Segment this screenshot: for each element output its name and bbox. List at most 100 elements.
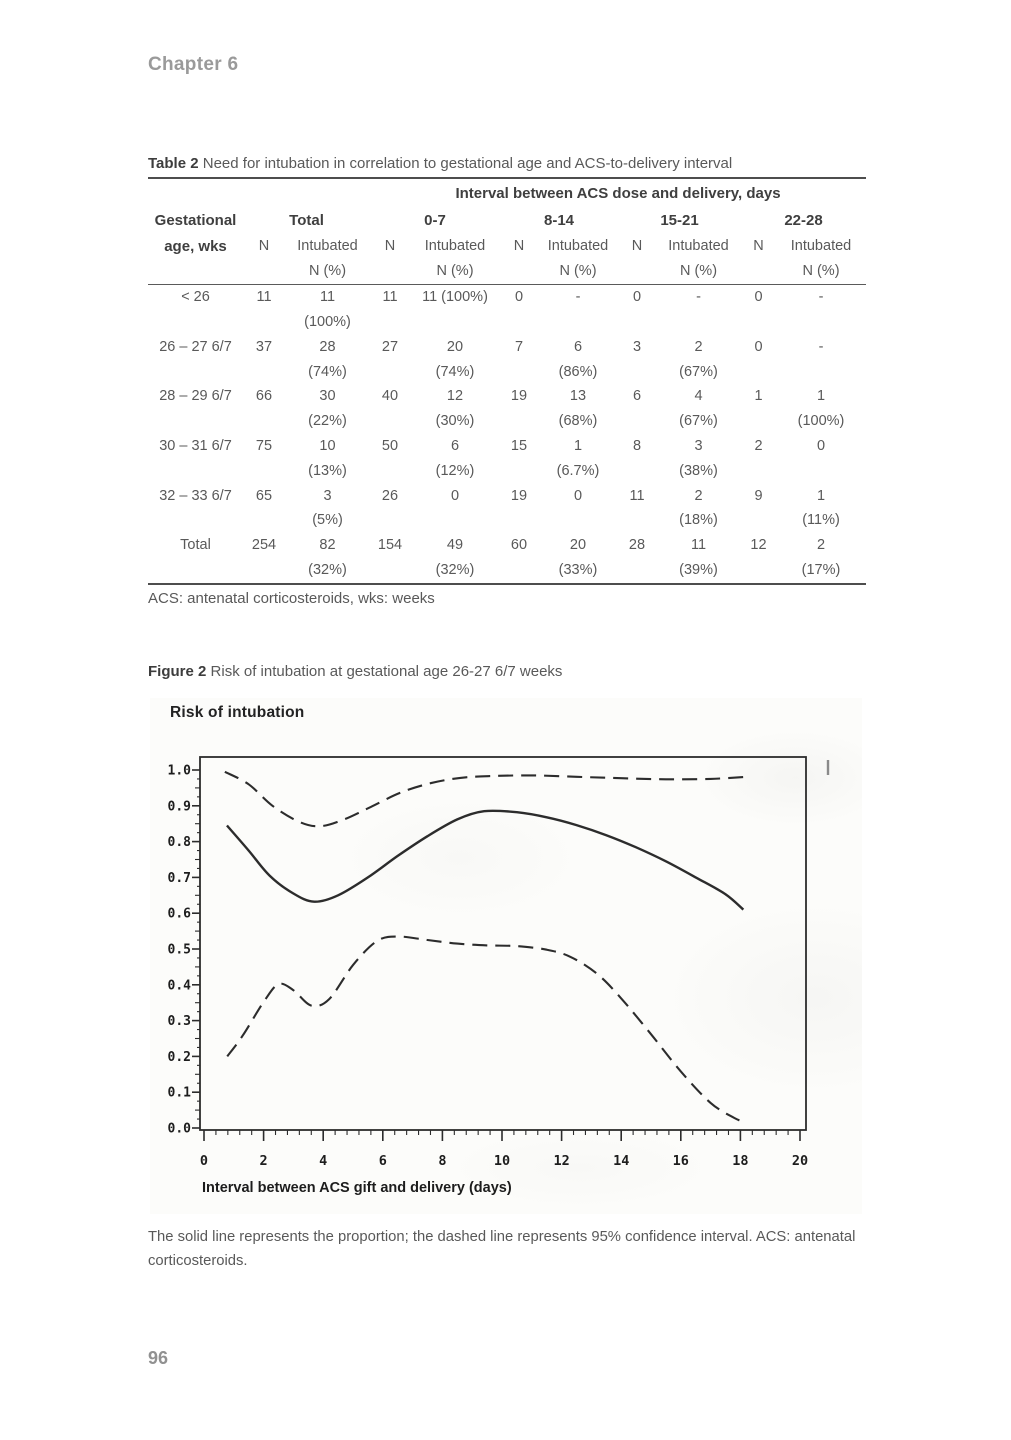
cell-intubated: 11 [319, 289, 336, 306]
cell-pct: (32%) [308, 561, 347, 578]
cell-intubated: 0 [450, 487, 460, 504]
cell-pct: (67%) [679, 363, 718, 380]
cell-intubated: 3 [694, 437, 703, 454]
cell-n: 15 [510, 437, 528, 454]
table-row: 32 – 33 6/7 65 3 26 0 19 0 11 2 9 1 [148, 483, 866, 508]
col-npct-22-28: N (%) [802, 262, 840, 279]
page-number: 96 [148, 1348, 169, 1368]
figure-caption-text: Risk of intubation at gestational age 26… [210, 663, 563, 680]
y-tick-label: 0.7 [168, 871, 191, 886]
cell-intubated: 3 [323, 487, 332, 504]
cell-n: 11 [256, 289, 272, 306]
cell-n: 75 [255, 437, 273, 454]
cell-pct [656, 310, 741, 335]
cell-intubated: 0 [816, 437, 826, 454]
cell-intubated: 1 [816, 388, 826, 405]
cell-spacer [618, 359, 656, 384]
cell-pct: (38%) [679, 462, 718, 479]
col-npct-total: N (%) [308, 262, 347, 279]
y-tick-label: 0.9 [168, 799, 191, 814]
cell-n: 11 [629, 487, 645, 504]
cell-spacer [741, 409, 776, 434]
cell-spacer [500, 459, 538, 484]
cell-n: 65 [255, 487, 273, 504]
y-tick-label: 0.6 [168, 907, 192, 922]
y-tick-label: 0.3 [168, 1014, 191, 1029]
gestational-header-line1: Gestational [154, 212, 237, 229]
gestational-header-line2: age, wks [164, 237, 227, 255]
table-header: Interval between ACS dose and delivery, … [148, 178, 866, 285]
cell-pct [776, 310, 866, 335]
cell-pct [538, 310, 618, 335]
cell-intubated: 10 [319, 437, 336, 454]
x-tick-label: 0 [200, 1153, 208, 1169]
x-axis-title: Interval between ACS gift and delivery (… [202, 1180, 512, 1196]
chart-title: Risk of intubation [170, 704, 305, 721]
cell-pct: (18%) [679, 512, 718, 529]
cell-intubated: 1 [816, 487, 826, 504]
figure-note: The solid line represents the proportion… [148, 1229, 856, 1269]
cell-n: 1 [754, 388, 763, 405]
y-tick-label: 0.1 [168, 1086, 192, 1101]
cell-n: 27 [381, 338, 399, 355]
cell-pct: (74%) [308, 363, 347, 380]
cell-n: 28 [628, 537, 646, 554]
group-header-row: Gestational Total 0-7 8-14 15-21 22-28 [148, 207, 866, 234]
row-label-spacer [148, 508, 243, 533]
cell-spacer [500, 558, 538, 584]
cell-n: 0 [514, 289, 524, 306]
cell-spacer [500, 508, 538, 533]
cell-intubated: 49 [446, 537, 464, 554]
cell-pct: (12%) [435, 462, 475, 479]
row-label: < 26 [181, 289, 210, 306]
col-n-22-28: N [753, 237, 764, 254]
col-group-total: Total [289, 212, 324, 229]
cell-pct: (74%) [435, 363, 475, 380]
cell-intubated: 1 [573, 437, 583, 454]
spacer-cell [148, 178, 370, 207]
cell-pct: (67%) [679, 413, 718, 430]
col-npct-0-7: N (%) [436, 262, 474, 279]
cell-intubated: 82 [319, 537, 336, 554]
cell-spacer [370, 409, 410, 434]
cell-spacer [618, 409, 656, 434]
row-label: 28 – 29 6/7 [159, 388, 232, 405]
cell-n: 154 [377, 537, 403, 554]
row-label-spacer [148, 558, 243, 584]
cell-n: 12 [750, 537, 767, 554]
cell-n: 19 [510, 487, 528, 504]
cell-pct: (100%) [304, 313, 351, 330]
x-tick-label: 12 [553, 1153, 569, 1169]
cell-intubated: - [818, 338, 824, 355]
figure-image: Risk of intubation 0.0 0.1 0.2 0.3 0.4 0.5 0.6… [150, 698, 862, 1214]
cell-spacer [618, 558, 656, 584]
spacer-cell [370, 258, 410, 285]
table-row: 26 – 27 6/7 37 28 27 20 7 6 3 2 0- [148, 335, 866, 360]
table-row: 30 – 31 6/7 75 10 50 6 15 1 8 3 2 0 [148, 434, 866, 459]
cell-intubated: 2 [694, 487, 703, 504]
cell-n: 0 [754, 289, 763, 306]
cell-intubated: 20 [569, 537, 587, 554]
cell-pct: (5%) [312, 512, 343, 529]
x-tick-label: 14 [613, 1153, 629, 1169]
cell-spacer [243, 359, 285, 384]
cell-spacer [741, 310, 776, 335]
cell-n: 7 [514, 338, 524, 355]
table-caption-text: Need for intubation in correlation to ge… [202, 155, 733, 172]
table-row-pct: (22%) (30%) (68%) (67%) (100%) [148, 409, 866, 434]
col-n-15-21: N [631, 237, 643, 254]
cell-intubated: 6 [573, 338, 583, 355]
col-group-22-28: 22-28 [784, 212, 823, 229]
cell-spacer [618, 310, 656, 335]
cell-spacer [243, 409, 285, 434]
cell-n: 37 [255, 338, 273, 355]
cell-pct: (11%) [802, 512, 840, 529]
row-label: 30 – 31 6/7 [159, 437, 232, 454]
row-label-spacer [148, 459, 243, 484]
col-intubated-8-14: Intubated [547, 237, 609, 254]
series-lower_95ci [226, 935, 747, 1124]
x-tick-label: 10 [494, 1153, 510, 1169]
cell-intubated: - [818, 289, 824, 306]
cell-spacer [500, 359, 538, 384]
